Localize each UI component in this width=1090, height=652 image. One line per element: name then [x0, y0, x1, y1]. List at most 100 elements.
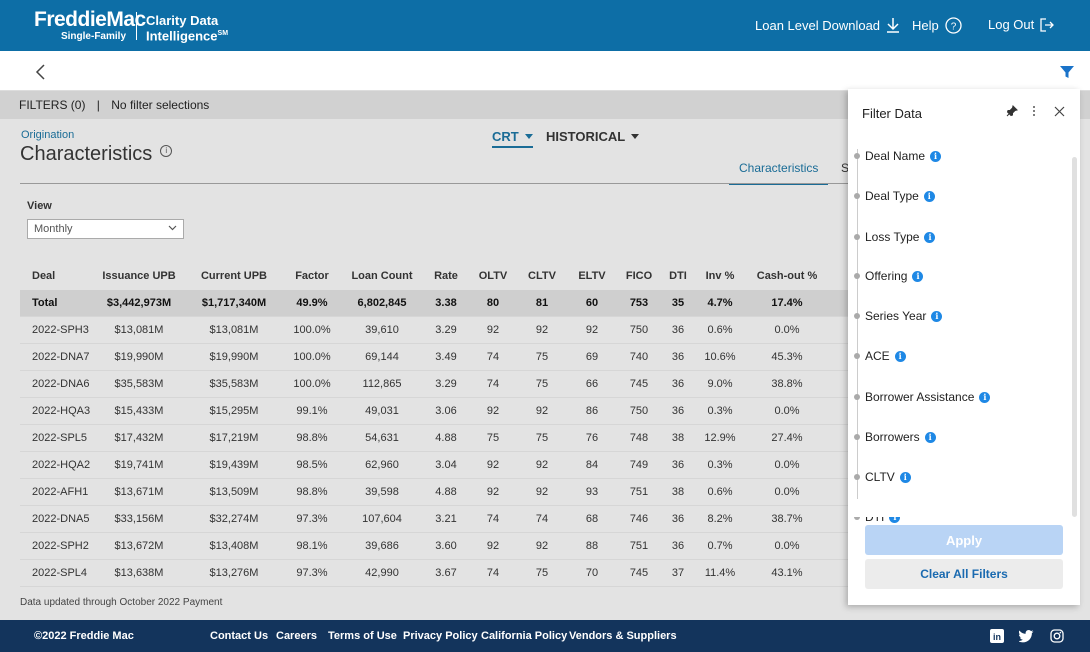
filter-item-borrowers[interactable]: Borrowers i — [854, 430, 936, 444]
table-row[interactable]: 2022-DNA5 $33,156M $32,274M 97.3% 107,604 3.2… — [20, 506, 848, 533]
svg-text:?: ? — [950, 22, 956, 33]
column-header[interactable]: Current UPB — [200, 269, 267, 282]
instagram-icon[interactable] — [1049, 628, 1065, 644]
column-header[interactable]: Loan Count — [351, 269, 413, 282]
table-row[interactable]: 2022-SPH2 $13,672M $13,408M 98.1% 39,686 3.60… — [20, 533, 848, 560]
footer-link-contact[interactable]: Contact Us — [210, 630, 269, 642]
chevron-down-icon — [168, 223, 177, 235]
filter-item-offering[interactable]: Offering i — [854, 269, 924, 283]
table-cell: 75 — [535, 567, 549, 579]
table-cell: 748 — [629, 432, 649, 444]
loan-level-download-button[interactable]: Loan Level Download — [755, 17, 900, 33]
filter-item-deal-type[interactable]: Deal Type i — [854, 189, 935, 203]
logo-sub-text: Single-Family — [60, 31, 126, 42]
info-icon[interactable]: i — [894, 350, 906, 362]
tree-node-dot — [854, 313, 860, 319]
table-row[interactable]: 2022-HQA3 $15,433M $15,295M 99.1% 49,031 3.06… — [20, 398, 848, 425]
filter-item-deal-name[interactable]: Deal Name i — [854, 149, 942, 163]
table-row[interactable]: 2022-HQA2 $19,741M $19,439M 98.5% 62,960 3.04… — [20, 452, 848, 479]
info-icon[interactable]: i — [931, 310, 943, 322]
total-cell: 6,802,845 — [357, 297, 407, 309]
filter-item-series-year[interactable]: Series Year i — [854, 309, 943, 323]
table-cell: 0.0% — [774, 324, 800, 336]
column-header[interactable]: Deal — [32, 269, 56, 282]
table-cell: 4.88 — [435, 486, 457, 498]
table-cell: 745 — [629, 567, 649, 579]
footer-link-california[interactable]: California Policy — [481, 630, 568, 642]
column-header[interactable]: CLTV — [528, 269, 556, 282]
table-body: 2022-SPH3 $13,081M $13,081M 100.0% 39,610 3.2… — [20, 317, 848, 587]
column-header[interactable]: OLTV — [478, 269, 508, 282]
info-icon[interactable]: i — [930, 150, 942, 162]
log-out-button[interactable]: Log Out — [988, 17, 1055, 32]
tab-characteristics[interactable]: Characteristics — [729, 161, 829, 185]
table-row[interactable]: 2022-SPL5 $17,432M $17,219M 98.8% 54,631 4.88… — [20, 425, 848, 452]
footer-link-privacy[interactable]: Privacy Policy — [403, 630, 478, 642]
filter-item-cltv[interactable]: CLTV i — [854, 470, 911, 484]
footer-link-terms[interactable]: Terms of Use — [328, 630, 397, 642]
historical-dropdown[interactable]: HISTORICAL — [546, 129, 640, 144]
table-cell: 750 — [629, 405, 649, 417]
table-cell: 92 — [535, 324, 549, 336]
linkedin-icon[interactable]: in — [989, 628, 1005, 644]
table-cell: 88 — [585, 540, 599, 552]
info-icon[interactable]: i — [924, 431, 936, 443]
info-icon[interactable]: i — [160, 144, 173, 157]
pin-icon[interactable] — [1004, 103, 1020, 119]
tree-node-dot — [854, 153, 860, 159]
table-cell: $13,509M — [209, 486, 259, 498]
info-icon[interactable]: i — [923, 190, 935, 202]
table-row[interactable]: 2022-SPH3 $13,081M $13,081M 100.0% 39,610 3.2… — [20, 317, 848, 344]
crt-dropdown[interactable]: CRT — [492, 129, 533, 148]
tree-node-dot — [854, 273, 860, 279]
column-header[interactable]: Inv % — [705, 269, 735, 282]
close-icon[interactable] — [1051, 103, 1067, 119]
info-icon[interactable]: i — [889, 511, 901, 523]
info-icon[interactable]: i — [899, 471, 911, 483]
info-icon[interactable]: i — [912, 270, 924, 282]
table-row[interactable]: 2022-AFH1 $13,671M $13,509M 98.8% 39,598 4.88… — [20, 479, 848, 506]
clear-all-filters-button[interactable]: Clear All Filters — [865, 559, 1063, 589]
column-header[interactable]: DTI — [669, 269, 687, 282]
freddie-mac-logo[interactable]: FreddieMac Single-Family — [34, 9, 146, 43]
column-header[interactable]: Factor — [295, 269, 329, 282]
column-header[interactable]: Issuance UPB — [102, 269, 176, 282]
table-cell: 75 — [535, 351, 549, 363]
filter-funnel-icon[interactable] — [1058, 63, 1076, 81]
footer-link-vendors[interactable]: Vendors & Suppliers — [569, 630, 677, 642]
more-options-icon[interactable] — [1026, 103, 1042, 119]
filter-item-ace[interactable]: ACE i — [854, 349, 906, 363]
table-cell: 36 — [671, 459, 685, 471]
twitter-icon[interactable] — [1018, 628, 1034, 644]
view-select[interactable]: Monthly — [27, 219, 184, 239]
total-cell: 17.4% — [771, 297, 803, 309]
table-cell: 54,631 — [365, 432, 399, 444]
product-line-2: Intelligence — [146, 28, 218, 44]
help-button[interactable]: Help ? — [912, 17, 962, 34]
table-row[interactable]: 2022-DNA7 $19,990M $19,990M 100.0% 69,144 3.4… — [20, 344, 848, 371]
column-header[interactable]: ELTV — [578, 269, 606, 282]
info-icon[interactable]: i — [924, 231, 936, 243]
footer-link-careers[interactable]: Careers — [276, 630, 317, 642]
tab-partial[interactable]: S — [841, 161, 850, 175]
table-cell: 92 — [585, 324, 599, 336]
table-cell: 745 — [629, 378, 649, 390]
panel-scrollbar[interactable] — [1072, 157, 1077, 517]
table-cell: 0.0% — [774, 540, 800, 552]
deal-name-cell: 2022-SPH3 — [32, 324, 89, 336]
table-cell: 0.6% — [707, 324, 733, 336]
filter-item-loss-type[interactable]: Loss Type i — [854, 230, 936, 244]
column-header[interactable]: FICO — [625, 269, 653, 282]
table-cell: $19,439M — [209, 459, 259, 471]
column-header[interactable]: Rate — [434, 269, 458, 282]
table-row[interactable]: 2022-SPL4 $13,638M $13,276M 97.3% 42,990 3.67… — [20, 560, 848, 587]
table-cell: $17,432M — [114, 432, 164, 444]
apply-button[interactable]: Apply — [865, 525, 1063, 555]
table-cell: 36 — [671, 324, 685, 336]
table-row[interactable]: 2022-DNA6 $35,583M $35,583M 100.0% 112,865 3.… — [20, 371, 848, 398]
column-header[interactable]: Cash-out % — [756, 269, 818, 282]
info-icon[interactable]: i — [979, 391, 991, 403]
back-chevron-icon[interactable] — [30, 61, 52, 83]
filter-item-borrower-assistance[interactable]: Borrower Assistance i — [854, 390, 991, 404]
filter-item-label: Borrowers — [865, 430, 920, 444]
